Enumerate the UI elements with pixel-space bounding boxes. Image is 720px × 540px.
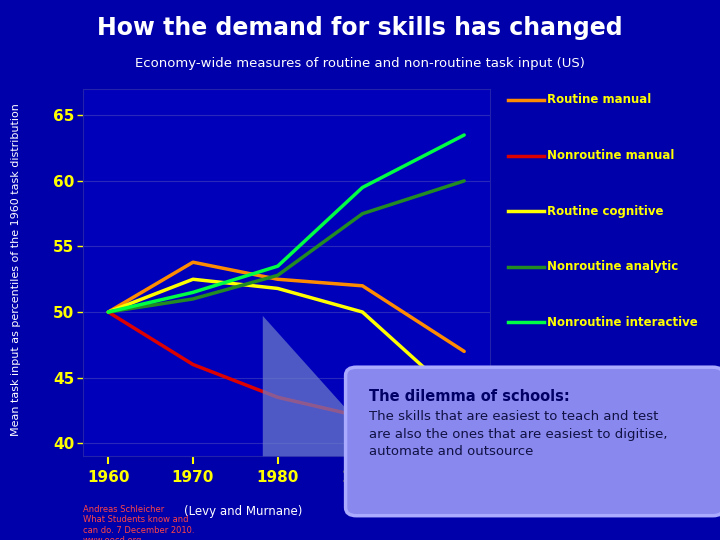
Text: (Levy and Murnane): (Levy and Murnane) [184,505,302,518]
Text: Nonroutine analytic: Nonroutine analytic [547,260,678,273]
Text: Routine manual: Routine manual [547,93,652,106]
Text: Andreas Schleicher
What Students know and
can do. 7 December 2010.
www.oecd.org: Andreas Schleicher What Students know an… [83,505,194,540]
Text: Nonroutine manual: Nonroutine manual [547,149,675,162]
Text: Nonroutine interactive: Nonroutine interactive [547,316,698,329]
Text: Mean task input as percentiles of the 1960 task distribution: Mean task input as percentiles of the 19… [11,104,21,436]
Text: The dilemma of schools:: The dilemma of schools: [369,389,570,404]
Text: Routine cognitive: Routine cognitive [547,205,664,218]
Text: How the demand for skills has changed: How the demand for skills has changed [97,16,623,40]
Text: Economy-wide measures of routine and non-routine task input (US): Economy-wide measures of routine and non… [135,57,585,70]
Text: The skills that are easiest to teach and test
are also the ones that are easiest: The skills that are easiest to teach and… [369,410,668,458]
